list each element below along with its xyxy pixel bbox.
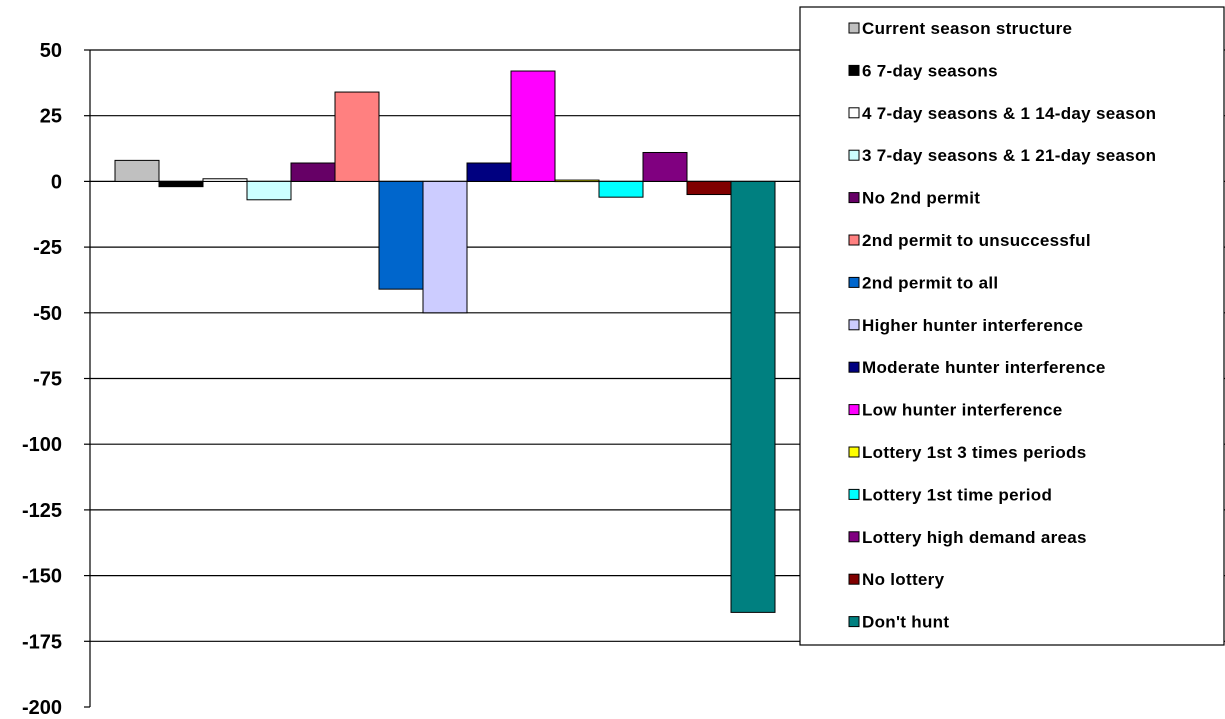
bar [290, 162, 336, 182]
legend-label: Don't hunt [862, 613, 949, 632]
bar [114, 159, 160, 182]
bar [554, 179, 600, 183]
legend-swatch [848, 361, 860, 373]
y-tick-label: -150 [22, 566, 62, 588]
y-axis: 50 25 0 -25 -50 -75 -100 -125 -150 -175 -200 [22, 40, 91, 719]
legend-label: No 2nd permit [862, 189, 980, 208]
y-tick-label: -125 [22, 500, 62, 522]
legend-swatch [848, 573, 860, 585]
legend-swatch [848, 404, 860, 416]
bar [466, 162, 512, 182]
legend-label: 4 7-day seasons & 1 14-day season [862, 104, 1156, 123]
legend-box [799, 6, 1225, 646]
legend-swatch [848, 149, 860, 161]
bar [642, 151, 688, 182]
y-tick-label: 50 [40, 40, 62, 62]
bar [422, 180, 468, 314]
legend-swatch [848, 319, 860, 331]
bar [246, 180, 292, 201]
y-tick-label: -50 [33, 303, 62, 325]
legend-label: Lottery high demand areas [862, 528, 1087, 547]
legend-swatch [848, 192, 860, 204]
legend-swatch [848, 616, 860, 628]
legend: Current season structure 6 7-day seasons 4… [799, 6, 1225, 646]
y-tick-label: 25 [40, 106, 62, 128]
bar [158, 180, 204, 188]
legend-label: 2nd permit to unsuccessful [862, 231, 1091, 250]
y-tick-label: -200 [22, 697, 62, 719]
bar [510, 70, 556, 182]
legend-swatch [848, 531, 860, 543]
legend-label: 6 7-day seasons [862, 61, 998, 80]
legend-label: Higher hunter interference [862, 316, 1083, 335]
legend-swatch [848, 276, 860, 288]
legend-swatch [848, 64, 860, 76]
legend-swatch [848, 107, 860, 119]
bar [334, 91, 380, 182]
legend-swatch [848, 488, 860, 500]
legend-label: Lottery 1st 3 times periods [862, 443, 1086, 462]
bar [598, 180, 644, 198]
y-tick-label: -25 [33, 237, 62, 259]
legend-swatch [848, 446, 860, 458]
bar [686, 180, 732, 196]
legend-label: Current season structure [862, 19, 1072, 38]
legend-label: Lottery 1st time period [862, 485, 1052, 504]
bars [114, 70, 776, 613]
legend-label: 3 7-day seasons & 1 21-day season [862, 146, 1156, 165]
bar [378, 180, 424, 290]
legend-swatch [848, 22, 860, 34]
legend-label: 2nd permit to all [862, 273, 998, 292]
legend-label: Low hunter interference [862, 401, 1063, 420]
y-tick-label: 0 [51, 171, 62, 193]
y-tick-label: -175 [22, 631, 62, 653]
bar [730, 180, 776, 613]
bar [202, 178, 248, 182]
legend-label: Moderate hunter interference [862, 358, 1106, 377]
y-tick-label: -75 [33, 369, 62, 391]
y-tick-label: -100 [22, 434, 62, 456]
legend-swatch [848, 234, 860, 246]
legend-label: No lottery [862, 570, 945, 589]
